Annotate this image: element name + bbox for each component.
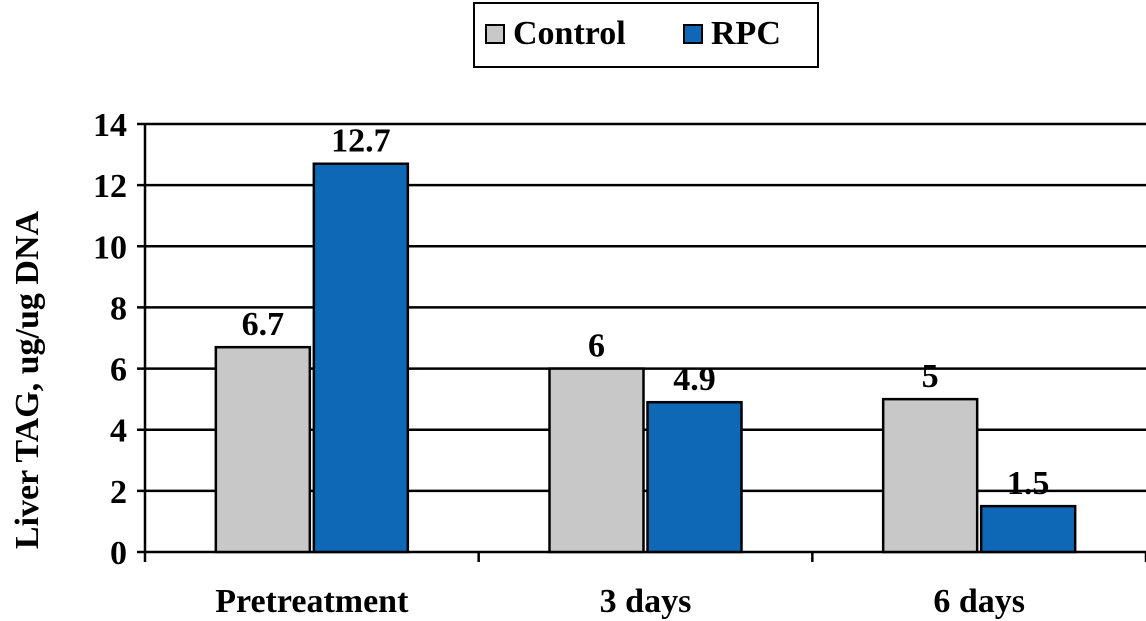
data-label: 12.7 [331, 123, 391, 160]
y-tick-label: 6 [110, 352, 127, 389]
y-tick-label: 8 [110, 290, 127, 327]
legend-label-control: Control [513, 15, 626, 52]
y-tick-label: 12 [93, 168, 127, 205]
bar-rpc-1 [646, 400, 743, 554]
y-tick-label: 10 [93, 229, 127, 266]
data-label: 5 [922, 358, 939, 395]
y-tick-label: 0 [110, 535, 127, 572]
bar-control-0 [214, 345, 312, 554]
legend-label-rpc: RPC [711, 15, 781, 52]
x-tick-label: 6 days [933, 583, 1025, 620]
bar-control-1 [548, 367, 645, 554]
y-tick-label: 14 [93, 107, 127, 144]
data-label: 1.5 [1007, 465, 1050, 502]
legend-item-rpc: RPC [683, 16, 781, 52]
legend-swatch-rpc [683, 24, 703, 44]
data-label: 6.7 [242, 306, 285, 343]
legend-item-control: Control [485, 16, 626, 52]
bar-control-2 [881, 397, 979, 554]
data-label: 6 [588, 328, 605, 365]
legend-swatch-control [485, 24, 505, 44]
legend: Control RPC [473, 2, 819, 68]
x-tick-label: 3 days [600, 583, 692, 620]
x-tick-label: Pretreatment [215, 583, 409, 620]
bar-rpc-0 [312, 162, 410, 554]
bar-rpc-2 [979, 504, 1077, 554]
y-tick-label: 2 [110, 474, 127, 511]
y-tick-label: 4 [110, 413, 127, 450]
data-label: 4.9 [673, 361, 716, 398]
